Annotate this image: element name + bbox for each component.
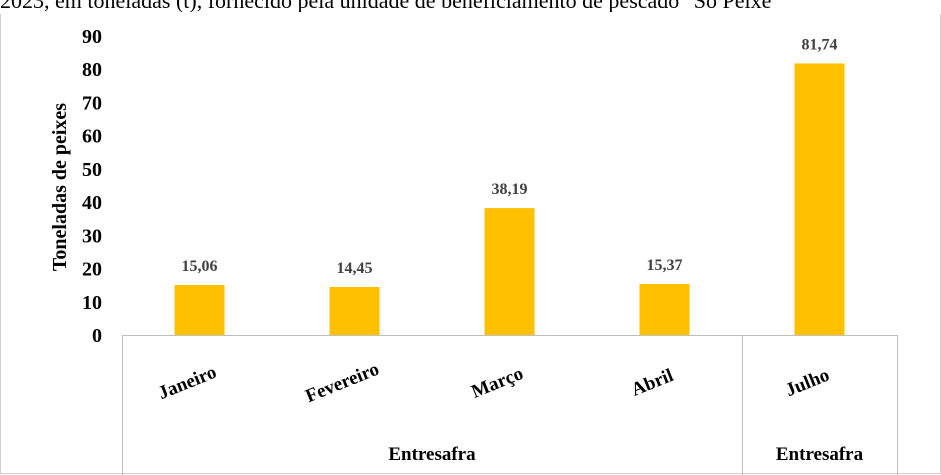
y-tick-label: 20 [82,259,102,281]
bar [484,208,535,335]
category-group-label: Entresafra [776,444,864,465]
bar [794,63,845,335]
y-tick-label: 10 [82,292,102,314]
y-tick-label: 30 [82,225,102,247]
x-tick-label: Abril [628,365,676,401]
bar [174,284,225,335]
y-tick-label: 40 [82,192,102,214]
y-tick-label: 70 [82,92,102,114]
y-tick-label: 60 [82,126,102,148]
y-tick-label: 80 [82,59,102,81]
x-tick-label: Julho [782,365,832,401]
y-tick-label: 50 [82,159,102,181]
x-tick-label: Fevereiro [303,359,383,407]
data-label: 15,37 [647,257,683,274]
y-tick-label: 0 [92,325,102,347]
bar [639,283,690,335]
data-label: 38,19 [492,181,528,198]
category-group-label: Entresafra [388,444,476,465]
y-tick-label: 90 [82,26,102,48]
x-tick-label: Janeiro [155,362,219,404]
data-label: 81,74 [802,36,838,53]
chart-title: 2023, em toneladas (t), fornecido pela u… [0,0,941,12]
y-axis-title: Toneladas de peixes [49,103,71,271]
data-label: 15,06 [182,258,218,275]
data-label: 14,45 [337,260,373,277]
bar [329,286,380,335]
x-tick-label: Março [469,363,527,403]
